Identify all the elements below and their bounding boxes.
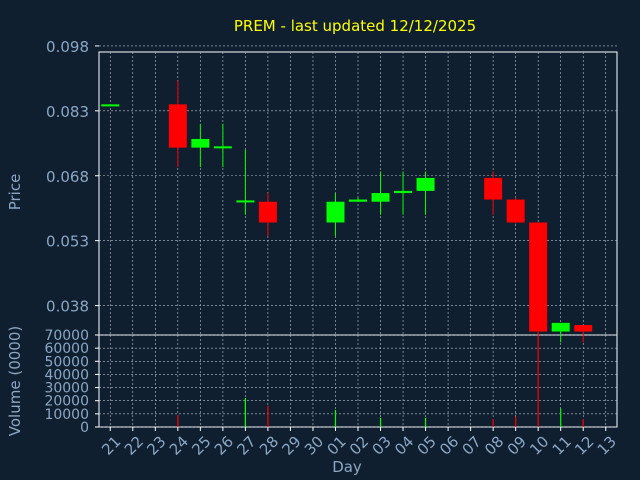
candle-body [484,177,503,200]
volume-tick-label: 20000 [44,394,89,410]
candle-body [394,190,413,194]
price-tick-label: 0.098 [46,38,89,56]
candle-body [258,201,277,223]
volume-axis-label: Volume (0000) [6,326,24,436]
volume-tick-label: 30000 [44,381,89,397]
candle-body [168,104,187,148]
candle-body [326,201,345,223]
day-axis-label: Day [332,458,362,476]
candle-body [506,199,525,223]
candle-body [529,222,548,332]
candle-body [191,138,210,148]
candle-body [101,104,120,107]
candle-body [213,146,232,149]
price-tick-label: 0.068 [46,168,89,186]
candle-body [574,325,593,332]
candle-body [371,193,390,202]
volume-tick-label: 0 [80,420,89,436]
volume-tick-label: 60000 [44,341,89,357]
chart-title: PREM - last updated 12/12/2025 [234,17,476,35]
volume-tick-label: 40000 [44,367,89,383]
volume-tick-label: 10000 [44,407,89,423]
candle-body [416,177,435,191]
price-tick-label: 0.053 [46,233,89,251]
volume-tick-label: 70000 [44,328,89,344]
price-tick-label: 0.038 [46,298,89,316]
candle-body [349,199,367,202]
volume-tick-label: 50000 [44,354,89,370]
price-tick-label: 0.083 [46,103,89,121]
x-tick-label: 13 [594,433,620,459]
candle-body [236,200,255,203]
price-axis-label: Price [6,174,24,211]
candle-body [551,322,570,332]
